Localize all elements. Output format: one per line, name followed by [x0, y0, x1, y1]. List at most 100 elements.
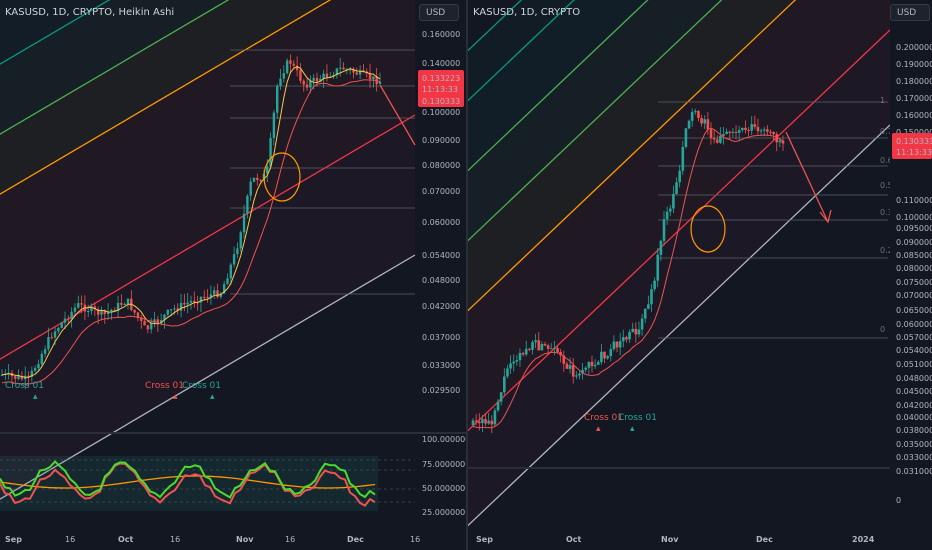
fib-level-label: 0.5	[880, 181, 893, 190]
candle-body	[618, 341, 622, 348]
candle-body	[690, 112, 694, 121]
x-tick-label: 16	[170, 535, 180, 544]
candle-body	[587, 361, 591, 368]
right-currency-button[interactable]: USD	[890, 4, 930, 21]
y-axis-background	[890, 0, 932, 550]
candle-body	[603, 351, 606, 359]
candle-body	[543, 344, 547, 346]
price-label-box	[418, 70, 464, 107]
candle-body	[312, 77, 315, 82]
cross-marker: ▴	[630, 424, 635, 434]
cross-marker: ▴	[596, 424, 601, 434]
candle-body	[775, 134, 779, 143]
candle-body	[662, 219, 666, 241]
candle-body	[631, 328, 634, 332]
candle-body	[368, 73, 372, 80]
y-tick-label: 0.065000	[896, 306, 932, 315]
candle-body	[531, 342, 534, 350]
candle-body	[499, 392, 503, 402]
candle-body	[123, 304, 126, 306]
candle-body	[302, 80, 305, 85]
candle-body	[20, 376, 24, 380]
candle-body	[524, 348, 528, 355]
y-tick-label: 0.033000	[422, 361, 460, 370]
candle-body	[140, 317, 143, 321]
candle-body	[176, 308, 179, 311]
candle-body	[80, 303, 83, 305]
channel-line	[468, 0, 575, 102]
channel-line	[0, 0, 332, 195]
y-tick-label: 0.040000	[896, 413, 932, 422]
candle-body	[67, 318, 70, 320]
left-chart-panel[interactable]: Cross 01 ▴ Cross 01 ▴ Cross 01 ▴ 0.160000 0.140…	[0, 0, 466, 550]
panel-divider[interactable]	[466, 0, 468, 550]
candle-body	[339, 67, 342, 69]
candle-body	[715, 139, 719, 143]
candle-body	[766, 129, 769, 132]
candle-body	[279, 78, 282, 87]
candle-body	[719, 135, 722, 143]
channel-line	[468, 0, 723, 242]
candle-body	[219, 293, 223, 297]
left-currency-button[interactable]: USD	[419, 4, 459, 21]
candle-body	[113, 309, 116, 312]
candle-body	[678, 170, 681, 183]
candle-body	[30, 370, 34, 377]
candle-body	[47, 337, 50, 350]
candle-body	[282, 73, 286, 79]
left-price-chart[interactable]: Cross 01▴Cross 01▴Cross 01▴0.1600000.140…	[0, 0, 466, 550]
y-tick-label: 0.150000	[896, 128, 932, 137]
y-tick-label: 0.200000	[896, 43, 932, 52]
candle-body	[553, 347, 556, 349]
right-chart-panel[interactable]: 1 0.7 0.6 0.5 0.3 0.2 0 Cross 01 ▴ Cross 01 ▴ 0.200…	[468, 0, 932, 550]
candle-body	[27, 375, 30, 377]
fib-level-label: 0.3	[880, 208, 893, 217]
cross-label: Cross 01	[618, 413, 657, 423]
candle-body	[348, 69, 352, 71]
candle-body	[650, 289, 653, 305]
candle-body	[575, 375, 578, 377]
candle-body	[236, 248, 239, 255]
candle-body	[289, 60, 292, 64]
y-tick-label: 0.048000	[422, 276, 460, 285]
candle-body	[640, 318, 644, 330]
candle-body	[493, 410, 497, 425]
candle-body	[756, 126, 760, 132]
y-tick-label: 0.037000	[422, 333, 460, 342]
candle-body	[159, 320, 163, 323]
candle-body	[593, 364, 597, 367]
y-tick-label: 0.140000	[422, 59, 460, 68]
candle-body	[481, 419, 484, 424]
candle-body	[216, 290, 219, 297]
candle-body	[515, 360, 519, 362]
y-tick-label: 0.095000	[896, 224, 932, 233]
channel-line	[468, 124, 891, 527]
candle-body	[477, 421, 481, 424]
candle-body	[681, 146, 685, 171]
candle-body	[612, 341, 616, 350]
candle-body	[57, 328, 60, 332]
countdown-label: 11:13:33	[422, 85, 458, 94]
candle-body	[342, 67, 345, 70]
candle-body	[615, 341, 619, 348]
candle-body	[315, 77, 319, 82]
y-tick-label: 0.080000	[896, 264, 932, 273]
candle-body	[600, 351, 603, 363]
x-tick-label: Dec	[756, 535, 773, 544]
candle-body	[183, 302, 186, 305]
x-tick-label: Sep	[5, 535, 22, 544]
candle-body	[179, 302, 183, 311]
candle-body	[249, 181, 252, 196]
candle-body	[744, 127, 747, 130]
candle-body	[352, 69, 355, 73]
y-tick-label: 0.033000	[896, 453, 932, 462]
x-tick-label: Dec	[347, 535, 364, 544]
candle-body	[90, 306, 93, 311]
candle-body	[584, 367, 588, 370]
candle-body	[625, 337, 628, 340]
candle-body	[596, 362, 600, 365]
candle-body	[781, 140, 785, 144]
y-tick-label: 0.054000	[896, 346, 932, 355]
y-tick-label: 0.054000	[422, 251, 460, 260]
